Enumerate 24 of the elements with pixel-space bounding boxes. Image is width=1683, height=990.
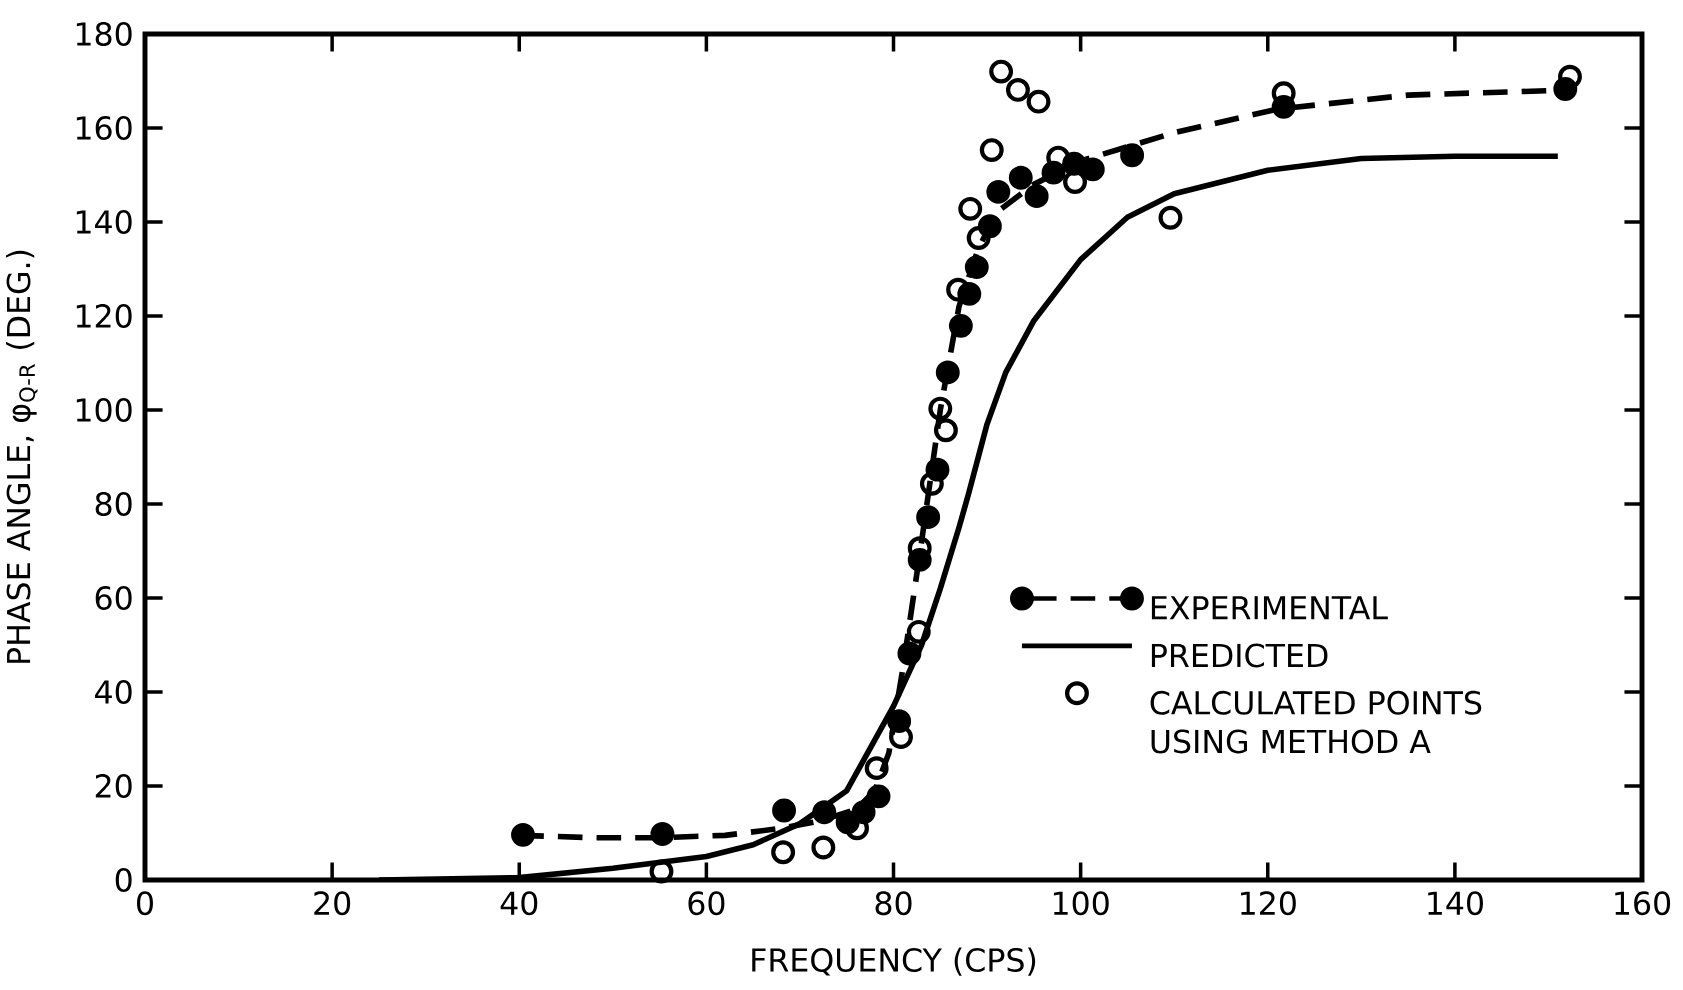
legend-label: EXPERIMENTAL (1151, 596, 1388, 620)
y-tick-label: 40 (95, 680, 132, 704)
y-tick-label: 80 (95, 492, 132, 516)
y-tick-label: 0 (115, 868, 132, 892)
y-tick-label: 120 (76, 304, 132, 328)
legend-label: CALCULATED POINTS USING METHOD A (1150, 690, 1482, 754)
x-tick-label: 60 (688, 891, 725, 916)
x-tick-label: 0 (137, 891, 153, 916)
y-tick-label: 20 (95, 774, 132, 798)
y-tick-label: 100 (76, 398, 132, 422)
y-tick-label: 160 (76, 116, 132, 140)
x-tick-label: 160 (1615, 891, 1671, 916)
x-tick-label: 80 (875, 891, 912, 916)
x-axis-title: FREQUENCY (CPS) (752, 947, 1036, 976)
y-axis-title: PHASE ANGLE, φ$_{Q-R}$ (DEG.) (6, 250, 38, 663)
y-tick-label: 140 (76, 210, 132, 234)
x-tick-label: 100 (1053, 891, 1109, 916)
y-tick-label: 60 (95, 586, 132, 610)
x-tick-label: 40 (500, 891, 538, 916)
x-tick-label: 140 (1428, 891, 1483, 916)
x-tick-label: 20 (314, 891, 351, 916)
y-tick-label: 180 (76, 22, 132, 46)
x-tick-label: 120 (1241, 891, 1296, 916)
legend-label: PREDICTED (1151, 643, 1328, 668)
